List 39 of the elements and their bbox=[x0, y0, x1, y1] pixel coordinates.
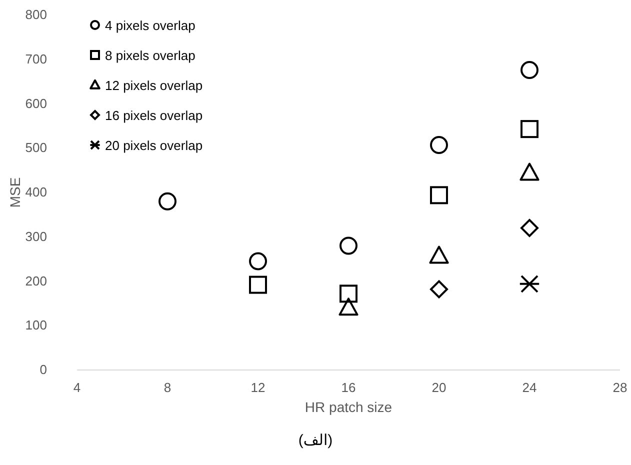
x-tick-label: 16 bbox=[341, 380, 356, 395]
legend-label: 4 pixels overlap bbox=[105, 18, 196, 33]
legend-label: 16 pixels overlap bbox=[105, 108, 203, 123]
point bbox=[520, 162, 540, 181]
point bbox=[430, 280, 448, 298]
point bbox=[338, 298, 358, 316]
point bbox=[340, 236, 358, 255]
point bbox=[430, 136, 448, 154]
x-tick-label: 12 bbox=[250, 380, 266, 395]
legend-label: 20 pixels overlap bbox=[105, 138, 203, 153]
y-tick-label: 500 bbox=[25, 140, 47, 156]
y-tick-label: 300 bbox=[25, 228, 47, 244]
y-axis-title: MSE bbox=[7, 177, 23, 208]
x-tick-label: 4 bbox=[73, 380, 81, 395]
point bbox=[249, 252, 267, 270]
y-tick-label: 200 bbox=[25, 273, 47, 288]
y-tick-label: 600 bbox=[25, 96, 47, 111]
legend-label: 12 pixels overlap bbox=[105, 78, 203, 93]
point bbox=[520, 120, 538, 138]
x-tick-label: 28 bbox=[612, 380, 628, 395]
point bbox=[340, 284, 358, 303]
y-tick-label: 100 bbox=[25, 318, 47, 333]
y-tick-label: 0 bbox=[40, 362, 47, 377]
y-tick-label: 700 bbox=[25, 51, 47, 66]
point bbox=[429, 246, 449, 264]
y-tick-label: 800 bbox=[25, 7, 47, 22]
point bbox=[158, 192, 176, 210]
point bbox=[249, 276, 267, 294]
point bbox=[518, 274, 540, 293]
x-tick-label: 24 bbox=[522, 380, 537, 395]
x-axis-title: HR patch size bbox=[304, 399, 392, 415]
y-tick-label: 400 bbox=[25, 184, 47, 200]
point bbox=[430, 186, 448, 204]
point bbox=[520, 219, 538, 237]
x-tick-label: 8 bbox=[164, 380, 172, 395]
legend-label: 8 pixels overlap bbox=[105, 48, 196, 63]
text: (الف) bbox=[298, 432, 333, 449]
x-tick-label: 20 bbox=[432, 380, 446, 395]
point bbox=[520, 61, 538, 80]
